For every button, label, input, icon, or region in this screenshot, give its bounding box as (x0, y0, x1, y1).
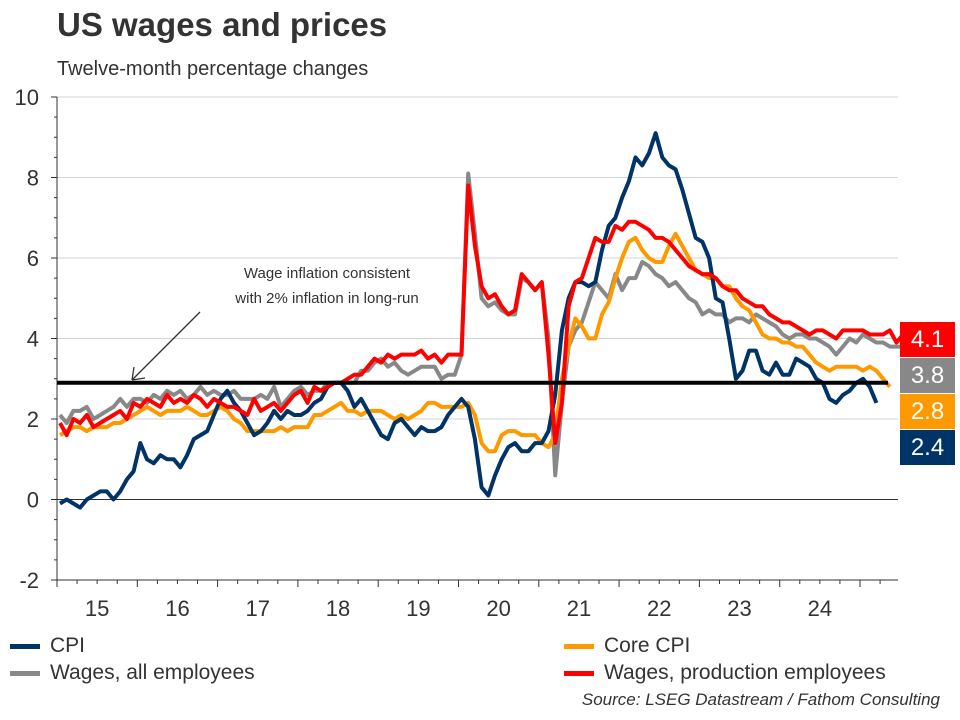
x-tick-label: 17 (246, 596, 270, 621)
x-tick-label: 23 (727, 596, 751, 621)
x-tick-label: 16 (165, 596, 189, 621)
y-tick-label: 4 (27, 327, 39, 352)
y-tick-label: 2 (27, 407, 39, 432)
series-line-core-cpi (58, 231, 892, 454)
legend-label-wages-production: Wages, production employees (604, 661, 886, 684)
x-tick-label: 18 (326, 596, 350, 621)
legend-swatch-wages-all (10, 670, 40, 676)
x-tick-label: 15 (85, 596, 109, 621)
y-tick-label: 0 (27, 488, 39, 513)
legend-swatch-core-cpi (564, 643, 594, 649)
source-note: Source: LSEG Datastream / Fathom Consult… (581, 690, 940, 709)
legend-swatch-wages-production (564, 670, 594, 676)
annotation-text-line1: Wage inflation consistent (244, 265, 411, 282)
series-line-wages-all-employees (58, 171, 904, 478)
series-line-wages-production-employees (58, 183, 905, 446)
legend-label-core-cpi: Core CPI (604, 634, 691, 657)
chart-subtitle: Twelve-month percentage changes (57, 58, 369, 80)
annotation-text-line2: with 2% inflation in long-run (234, 290, 418, 307)
series-line-cpi (58, 131, 879, 510)
last-value-cpi: 2.4 (900, 430, 955, 465)
last-value-wages-production: 4.1 (900, 322, 955, 357)
series-lines (58, 131, 905, 510)
y-tick-label: -2 (19, 568, 39, 593)
annotation: Wage inflation consistent with 2% inflat… (131, 265, 419, 381)
y-tick-label: 8 (27, 166, 39, 191)
annotation-arrow-head-icon (131, 366, 146, 381)
y-tick-label: 10 (15, 85, 39, 110)
x-tick-label: 24 (808, 596, 832, 621)
x-tick-label: 19 (406, 596, 430, 621)
legend-swatch-cpi (10, 643, 40, 649)
y-tick-label: 6 (27, 246, 39, 271)
x-tick-label: 21 (567, 596, 591, 621)
legend-item-core-cpi: Core CPI (564, 634, 690, 658)
annotation-arrow-shaft (131, 311, 201, 381)
x-tick-label: 22 (647, 596, 671, 621)
last-value-core-cpi: 2.8 (900, 394, 955, 429)
legend-item-wages-all: Wages, all employees (10, 661, 255, 685)
x-tick-label: 20 (486, 596, 510, 621)
legend-item-cpi: CPI (10, 634, 85, 658)
last-value-wages-all: 3.8 (900, 358, 955, 393)
legend-label-wages-all: Wages, all employees (50, 661, 255, 684)
legend-item-wages-production: Wages, production employees (564, 661, 886, 685)
legend-label-cpi: CPI (50, 634, 86, 657)
chart-title: US wages and prices (57, 6, 388, 43)
